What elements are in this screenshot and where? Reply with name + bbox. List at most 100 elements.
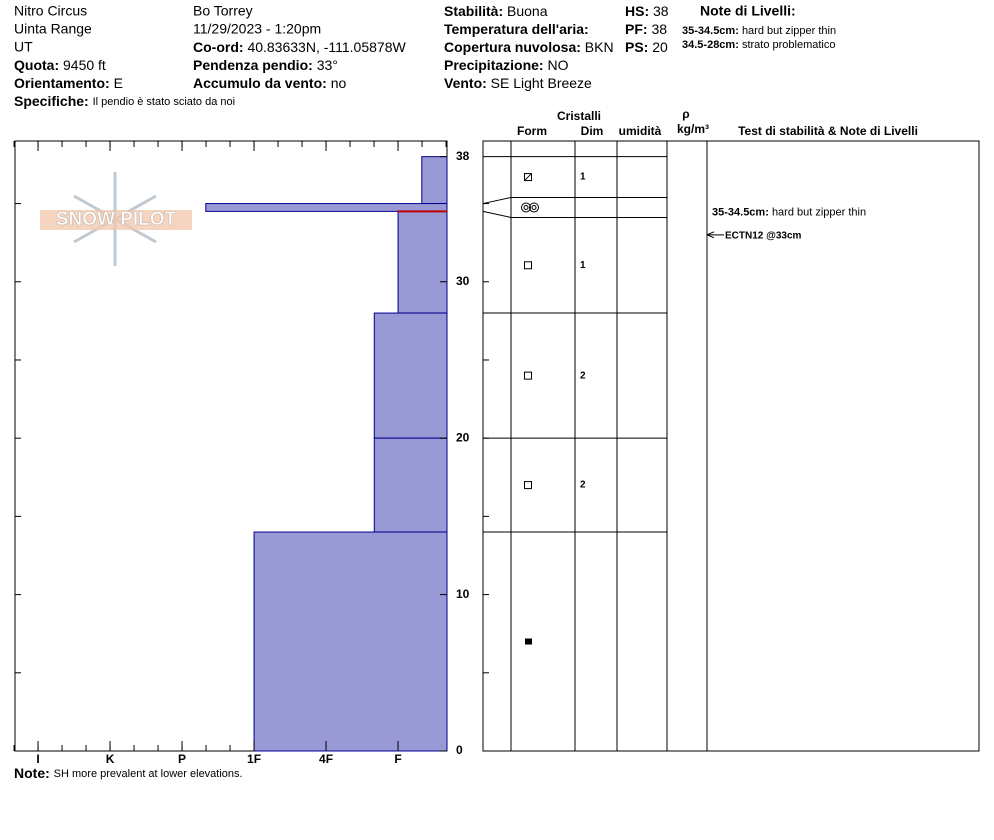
field-label: PF: [625,21,648,37]
grain-icon [524,261,532,270]
field: Specifiche: Il pendio è stato sciato da … [14,93,235,109]
y-tick-label: 30 [456,274,470,288]
layer-note: 34.5-28cm: strato problematico [682,39,835,51]
field-label: PS: [625,39,648,55]
column-header: ρ [682,107,689,121]
field-value: E [114,75,123,91]
x-tick-label: F [394,752,401,766]
field-label: Pendenza pendio: [193,57,313,73]
layer-comment: 35-34.5cm: hard but zipper thin [712,206,866,218]
hardness-bar [205,203,448,212]
column-header: umidità [619,124,662,138]
field: Precipitazione: NO [444,57,569,73]
grain-icon [524,481,532,490]
field: Quota: 9450 ft [14,57,106,73]
field: Temperatura dell'aria: [444,21,589,37]
field-label: Orientamento: [14,75,110,91]
grain-icon [525,638,532,645]
column-header: Dim [581,124,604,138]
grain-icon [523,204,529,210]
field: Pendenza pendio: 33° [193,57,338,73]
field-value: no [331,75,347,91]
field: HS: 38 [625,3,669,19]
field-label: Specifiche: [14,93,89,109]
grain-size: 1 [580,172,586,183]
hardness-bar [253,531,448,752]
grain-icon [521,202,531,213]
layer-note-range: 35-34.5cm: [682,25,739,37]
field-value: SE Light Breeze [491,75,592,91]
field-value: 33° [317,57,338,73]
state: UT [14,39,33,55]
field-label: Accumulo da vento: [193,75,327,91]
hardness-bar [421,156,448,205]
layer-comment-text: hard but zipper thin [772,206,866,218]
y-tick-label: 38 [456,149,470,163]
field-value: 9450 ft [63,57,106,73]
y-tick-label: 0 [456,743,463,757]
x-tick-label: I [36,752,39,766]
field: Stabilità: Buona [444,3,548,19]
hardness-bar [397,210,448,314]
field-value: BKN [585,39,614,55]
hardness-bar [373,437,448,533]
field: Orientamento: E [14,75,123,91]
field-label: HS: [625,3,649,19]
field-label: Vento: [444,75,487,91]
logo-band [40,210,192,230]
layer-note-text: hard but zipper thin [742,25,836,37]
layer-connector [482,196,667,205]
field-label: Temperatura dell'aria: [444,21,589,37]
grain-size: 1 [580,260,586,271]
grain-icon [529,202,539,213]
field-label: Precipitazione: [444,57,544,73]
field-label: Quota: [14,57,59,73]
note-value: SH more prevalent at lower elevations. [54,768,243,780]
x-tick-label: K [106,752,115,766]
layer-comment-range: 35-34.5cm: [712,206,769,218]
test-arrow [706,231,724,239]
range: Uinta Range [14,21,92,37]
grain-icon [531,204,537,210]
field: Co-ord: 40.83633N, -111.05878W [193,39,406,55]
location: Nitro Circus [14,3,87,19]
notes-title: Note di Livelli: [700,3,796,19]
grain-size: 2 [580,480,586,491]
field: Accumulo da vento: no [193,75,346,91]
field: PF: 38 [625,21,667,37]
observer: Bo Torrey [193,3,253,19]
field-label: Co-ord: [193,39,244,55]
field-value: Buona [507,3,548,19]
field-value: NO [547,57,568,73]
grain-size: 2 [580,370,586,381]
layer-note-range: 34.5-28cm: [682,39,739,51]
field-value: 40.83633N, -111.05878W [247,39,406,55]
logo-text: SNOW PILOT [56,209,177,230]
y-tick-label: 10 [456,587,470,601]
field-value: 38 [651,21,667,37]
layer-connector [482,210,667,218]
x-tick-label: 1F [247,752,261,766]
grain-icon [524,371,532,380]
column-header: kg/m³ [677,122,709,136]
field-label: Copertura nuvolosa: [444,39,581,55]
datetime: 11/29/2023 - 1:20pm [193,21,321,37]
note-label: Note: [14,765,50,781]
column-header: Cristalli [557,109,601,123]
column-header: Form [517,124,547,138]
field: PS: 20 [625,39,668,55]
note: Note: SH more prevalent at lower elevati… [14,765,243,781]
grain-icon [524,173,532,182]
field: Vento: SE Light Breeze [444,75,592,91]
field: Copertura nuvolosa: BKN [444,39,614,55]
field-value: 38 [653,3,669,19]
test-label: ECTN12 @33cm [725,230,802,241]
field-value: Il pendio è stato sciato da noi [93,96,235,108]
column-header: Test di stabilità & Note di Livelli [738,124,918,138]
field-value: 20 [652,39,668,55]
layer-note-text: strato problematico [742,39,836,51]
x-tick-label: 4F [319,752,333,766]
layer-table-frame [482,140,980,752]
x-tick-label: P [178,752,186,766]
